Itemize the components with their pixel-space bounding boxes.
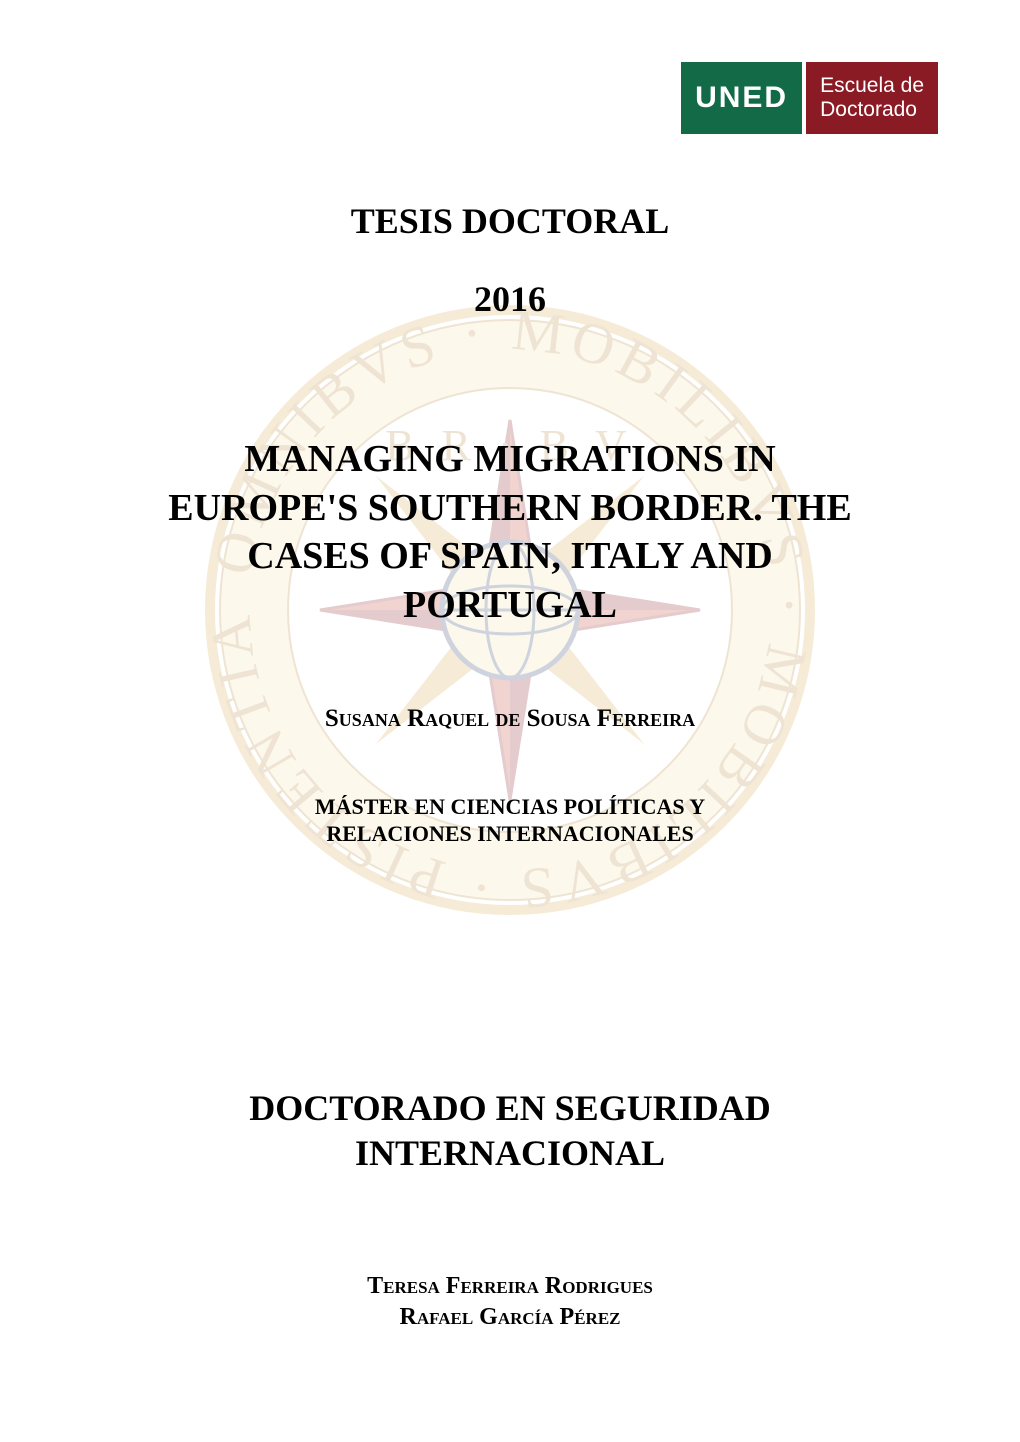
doc-year: 2016 bbox=[100, 278, 920, 320]
doctorate-line1: DOCTORADO EN SEGURIDAD bbox=[249, 1088, 770, 1128]
thesis-title: MANAGING MIGRATIONS IN EUROPE'S SOUTHERN… bbox=[100, 435, 920, 630]
master-degree: MÁSTER EN CIENCIAS POLÍTICAS Y RELACIONE… bbox=[100, 793, 920, 848]
escuela-doctorado-logo: Escuela de Doctorado bbox=[806, 62, 938, 134]
director-2: Rafael García Pérez bbox=[399, 1304, 620, 1330]
directors: Teresa Ferreira Rodrigues Rafael García … bbox=[100, 1271, 920, 1333]
uned-logo-text: UNED bbox=[695, 81, 788, 115]
escuela-line1: Escuela de bbox=[820, 74, 924, 98]
cover-content: TESIS DOCTORAL 2016 MANAGING MIGRATIONS … bbox=[0, 200, 1020, 1333]
author-name: Susana Raquel de Sousa Ferreira bbox=[100, 705, 920, 733]
title-line4: PORTUGAL bbox=[403, 584, 617, 626]
escuela-line2: Doctorado bbox=[820, 98, 917, 122]
title-line2: EUROPE'S SOUTHERN BORDER. THE bbox=[168, 487, 851, 529]
uned-logo: UNED bbox=[681, 62, 802, 134]
master-line2: RELACIONES INTERNACIONALES bbox=[326, 821, 693, 846]
master-line1: MÁSTER EN CIENCIAS POLÍTICAS Y bbox=[315, 794, 705, 819]
header-logos: UNED Escuela de Doctorado bbox=[681, 62, 938, 134]
director-1: Teresa Ferreira Rodrigues bbox=[367, 1273, 653, 1299]
doctorate-line2: INTERNACIONAL bbox=[355, 1133, 665, 1173]
doctorate-program: DOCTORADO EN SEGURIDAD INTERNACIONAL bbox=[100, 1086, 920, 1176]
title-line1: MANAGING MIGRATIONS IN bbox=[244, 438, 775, 480]
doc-heading: TESIS DOCTORAL bbox=[100, 200, 920, 242]
title-line3: CASES OF SPAIN, ITALY AND bbox=[247, 535, 772, 577]
